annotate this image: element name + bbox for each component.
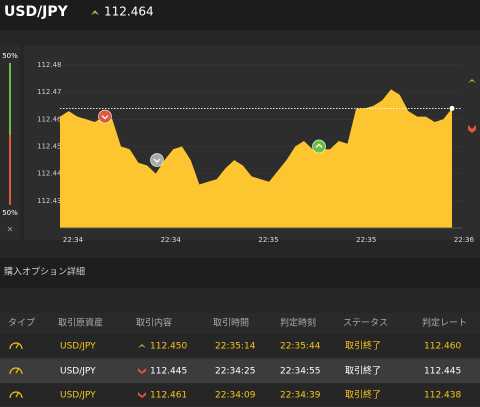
status-cell: 取引終了 (345, 365, 381, 377)
result-cell: 112.460 (424, 342, 461, 352)
table-header-cell: 判定時刻 (280, 317, 316, 329)
table-header-cell: 取引時間 (213, 318, 249, 329)
table-header-cell: タイプ (8, 318, 35, 329)
trade-marker-arrow (101, 115, 109, 120)
y-tick-label: 112.43 (37, 197, 62, 205)
side-bottom: 50% (2, 209, 18, 217)
trade-marker-arrow (315, 143, 323, 148)
rate-cell: 112.450 (150, 342, 187, 352)
judge-time-cell: 22:35:44 (280, 342, 321, 352)
section-bar (0, 258, 480, 288)
close-button[interactable]: × (7, 225, 14, 234)
asset-cell: USD/JPY (60, 342, 96, 352)
time-cell: 22:34:09 (215, 391, 256, 401)
x-tick-label: 22:34 (161, 236, 182, 244)
y-tick-label: 112.44 (37, 170, 62, 178)
judge-time-cell: 22:34:39 (280, 391, 321, 401)
table-row (0, 383, 480, 407)
status-cell: 取引終了 (345, 389, 381, 401)
y-tick-label: 112.47 (37, 88, 62, 96)
table-header-cell: 取引内容 (136, 317, 172, 329)
right-up-marker (468, 79, 476, 83)
current-point (449, 105, 455, 111)
table-row (0, 334, 480, 358)
up-icon (138, 344, 146, 348)
asset-cell: USD/JPY (60, 367, 96, 377)
trade-marker (312, 139, 326, 154)
trade-marker (150, 153, 164, 167)
down-icon (138, 368, 146, 374)
down-icon (138, 392, 146, 398)
price: 112.464 (104, 5, 154, 19)
symbol: USD/JPY (4, 4, 69, 20)
trade-marker-arrow (153, 158, 161, 163)
x-tick-label: 22:34 (63, 236, 84, 244)
right-down-marker (468, 125, 476, 133)
rate-cell: 112.461 (150, 391, 187, 401)
y-tick-label: 112.45 (37, 142, 62, 150)
trade-marker (98, 109, 112, 124)
status-cell: 取引終了 (345, 340, 381, 352)
result-cell: 112.438 (424, 391, 461, 401)
y-tick-label: 112.48 (37, 61, 62, 69)
type-icon (9, 391, 23, 399)
time-cell: 22:34:25 (215, 367, 255, 377)
header-bar (0, 0, 480, 30)
asset-cell: USD/JPY (60, 391, 96, 401)
table-header-cell: 取引原資産 (58, 317, 103, 329)
table-header (0, 313, 480, 334)
up-arrow (91, 10, 99, 15)
time-cell: 22:35:14 (215, 342, 256, 352)
x-tick-label: 22:35 (258, 236, 278, 244)
area (60, 89, 452, 229)
table-header-cell: ステータス (343, 318, 388, 329)
type-icon (9, 367, 23, 375)
table-header-cell: 判定レート (422, 317, 467, 329)
x-tick-label: 22:35 (356, 236, 376, 244)
type-icon (9, 342, 23, 350)
table-row (0, 359, 480, 383)
rate-cell: 112.445 (150, 367, 187, 377)
y-tick-label: 112.46 (37, 115, 62, 123)
judge-time-cell: 22:34:55 (280, 367, 320, 377)
result-cell: 112.445 (424, 367, 461, 377)
section-title: 購入オプション詳細 (4, 266, 85, 278)
x-tick-label: 22:36 (454, 236, 475, 244)
side-top: 50% (2, 52, 18, 60)
